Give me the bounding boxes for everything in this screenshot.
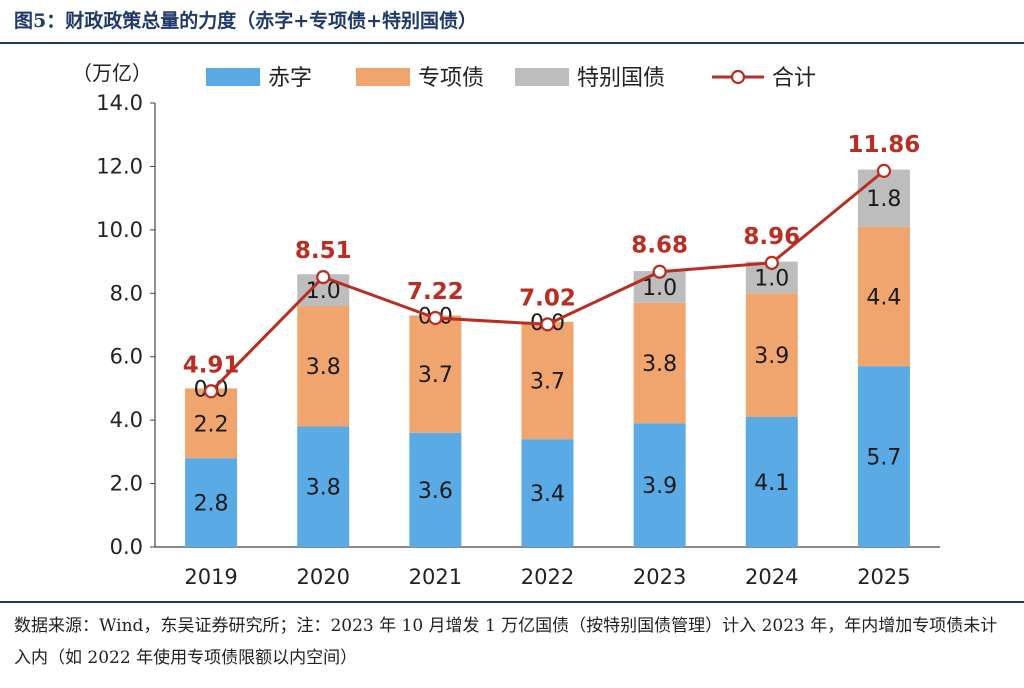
bar-value-label: 3.7	[418, 363, 453, 388]
total-value-label: 7.22	[407, 279, 464, 305]
legend-swatch	[356, 68, 410, 86]
y-tick-label: 0.0	[110, 535, 143, 559]
legend-label: 合计	[772, 66, 816, 91]
x-tick-label: 2023	[633, 565, 686, 589]
bar-segment	[745, 416, 798, 547]
bar-value-label: 3.8	[306, 476, 341, 501]
bar-value-label: 2.2	[194, 412, 229, 437]
total-value-label: 4.91	[183, 352, 240, 378]
bar-value-label: 3.8	[306, 355, 341, 380]
legend-label: 专项债	[418, 66, 484, 91]
total-line: 4.91 8.51 7.22 7.02 8.68 8.96 11.86	[183, 132, 921, 399]
legend-label: 赤字	[268, 66, 312, 91]
x-tick-label: 2021	[409, 565, 462, 589]
x-tick-label: 2022	[521, 565, 574, 589]
x-tick-label: 2025	[857, 565, 910, 589]
y-tick-label: 10.0	[96, 218, 143, 242]
bar-value-label: 1.0	[754, 266, 789, 291]
bar-value-label: 1.8	[866, 187, 901, 212]
y-tick-label: 4.0	[110, 408, 143, 432]
y-axis-unit: （万亿）	[72, 61, 152, 85]
y-tick-label: 14.0	[96, 91, 143, 115]
legend-marker	[730, 69, 746, 85]
bar-value-label: 3.6	[418, 479, 453, 504]
x-tick-label: 2019	[184, 565, 237, 589]
y-tick-label: 8.0	[110, 281, 143, 305]
bar-segment	[857, 366, 910, 547]
bar-value-label: 3.8	[642, 352, 677, 377]
title-divider	[0, 42, 1024, 44]
chart-legend: 赤字 专项债 特别国债 合计	[206, 66, 816, 91]
bar-segment	[745, 293, 798, 417]
bar-segment	[857, 226, 910, 367]
legend-label: 特别国债	[577, 66, 665, 91]
total-line-point	[764, 255, 779, 270]
total-value-label: 8.96	[743, 224, 800, 250]
total-line-point	[203, 384, 219, 399]
chart-axes: 0.0 2.0 4.0 6.0 8.0 10.0 12.0 14.0 2019 2020 2021 2…	[96, 91, 940, 589]
bar-value-label: 2.8	[194, 492, 229, 517]
bar-segment	[633, 302, 686, 424]
total-line-point	[876, 163, 892, 178]
bar-segment	[521, 439, 574, 547]
legend-swatch	[206, 68, 260, 86]
y-tick-label: 2.0	[110, 472, 143, 496]
bar-segment	[857, 169, 910, 227]
legend-swatch	[515, 68, 569, 86]
bar-segment	[297, 426, 350, 547]
figure-title: 图5：财政政策总量的力度（赤字+专项债+特别国债）	[14, 10, 478, 32]
bar-segment	[409, 315, 462, 433]
bar-value-label: 3.9	[754, 344, 789, 369]
bar-value-label: 1.0	[642, 276, 677, 301]
bar-value-label: 3.9	[642, 474, 677, 499]
total-line-point	[652, 264, 667, 279]
source-note: 数据来源：Wind，东吴证券研究所；注：2023 年 10 月增发 1 万亿国债…	[14, 616, 998, 668]
bar-value-label: 4.4	[866, 285, 901, 310]
bar-segment	[185, 458, 238, 547]
bar-value-label: 3.7	[530, 370, 565, 395]
total-value-label: 7.02	[519, 285, 576, 311]
stacked-bar-chart: （万亿） 赤字 专项债 特别国债 合计 0.0 2.0 4.0 6.0 8.0 10.0 12.0…	[72, 61, 940, 589]
bar-value-label: 4.1	[754, 471, 789, 496]
bar-segment	[185, 388, 238, 459]
bar-value-label: 3.4	[530, 482, 565, 507]
total-line-point	[316, 270, 331, 285]
x-tick-label: 2020	[296, 565, 349, 589]
bar-value-label: 5.7	[866, 446, 901, 471]
bar-segment	[297, 305, 350, 427]
y-tick-label: 12.0	[96, 154, 143, 178]
bar-segment	[521, 321, 574, 440]
x-tick-label: 2024	[745, 565, 798, 589]
source-divider	[0, 601, 1024, 603]
y-tick-label: 6.0	[110, 345, 143, 369]
total-value-label: 11.86	[848, 132, 921, 158]
total-line-point	[540, 317, 555, 332]
chart-bars: 2.82.20.03.83.81.03.63.70.03.43.70.03.93…	[185, 169, 910, 547]
bar-segment	[633, 423, 686, 547]
total-line-point	[428, 310, 443, 326]
bar-segment	[409, 432, 462, 547]
total-value-label: 8.68	[631, 233, 688, 259]
total-value-label: 8.51	[295, 238, 352, 264]
